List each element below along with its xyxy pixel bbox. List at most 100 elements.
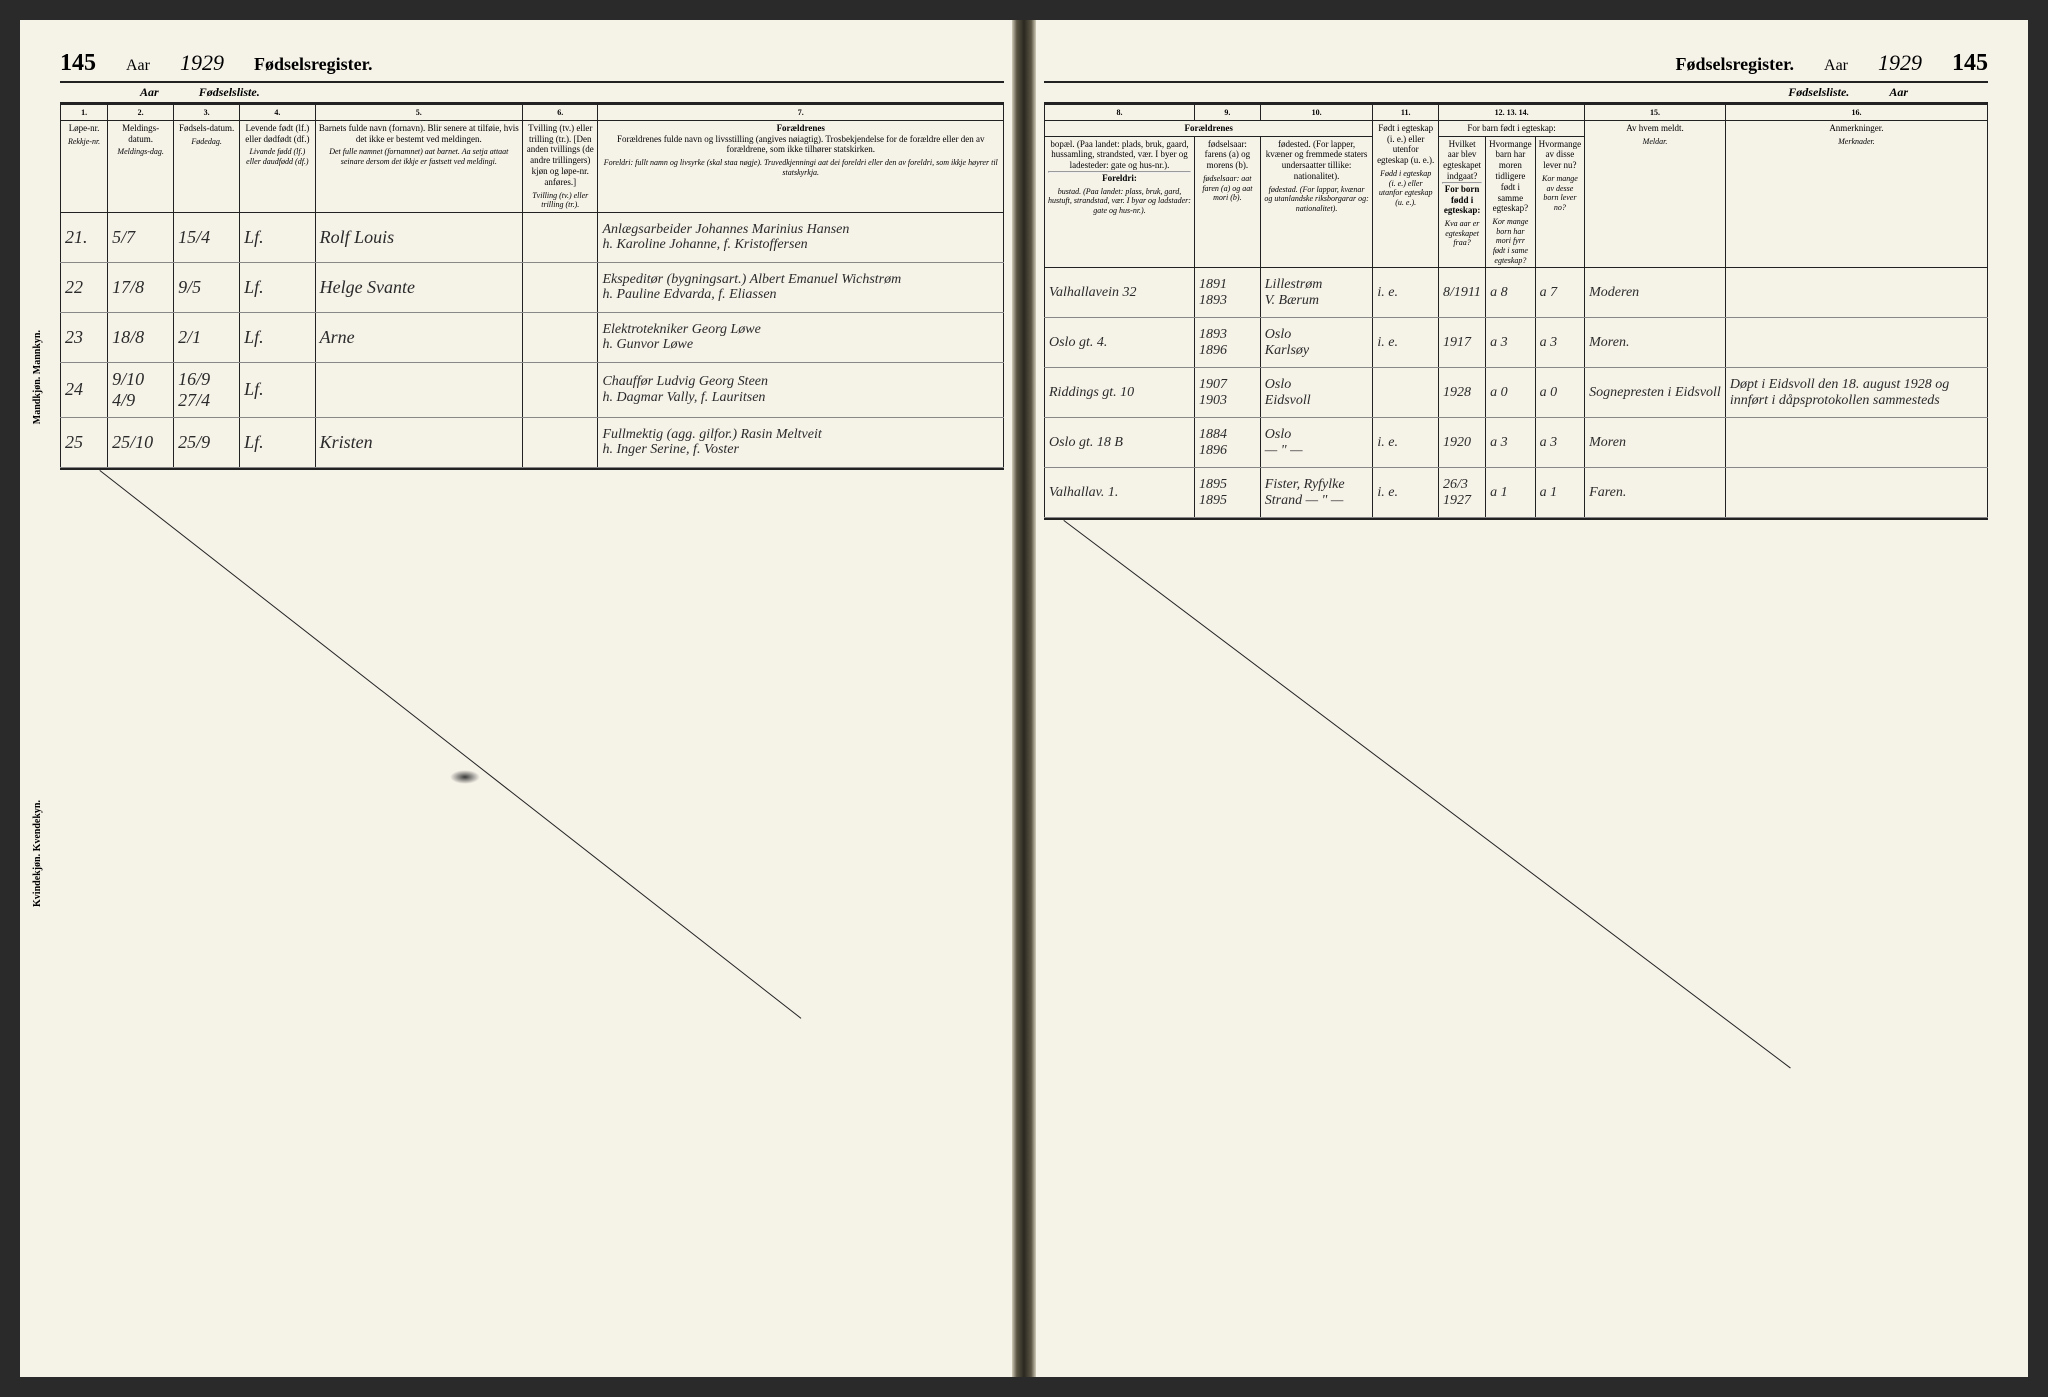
cell-nr: 21.: [61, 212, 108, 262]
cell-foreldre: Ekspeditør (bygningsart.) Albert Emanuel…: [598, 262, 1004, 312]
register-table-left: 1. 2. 3. 4. 5. 6. 7. Løpe-nr.Rekkje-nr. …: [60, 104, 1004, 468]
cell-aar: 19071903: [1195, 368, 1261, 418]
cell-foreldre: Chauffør Ludvig Georg Steenh. Dagmar Val…: [598, 362, 1004, 417]
right-page-header: Fødselsregister. Aar 1929 145: [1044, 50, 1988, 83]
cell-tvilling: [523, 362, 598, 417]
cell-lf: Lf.: [240, 262, 315, 312]
col10a-s: fødselsaar: aat faren (a) og aat mori (b…: [1198, 174, 1257, 203]
table-row: 24 9/10 4/9 16/9 27/4 Lf. Chauffør Ludvi…: [61, 362, 1004, 417]
cell-aar: 18841896: [1195, 418, 1261, 468]
col10a-h: fødselsaar: farens (a) og morens (b).: [1205, 139, 1250, 171]
cell-fod: 9/5: [174, 262, 240, 312]
sub-title-left: Fødselsliste.: [199, 85, 260, 100]
empty-section-right: [1044, 518, 1988, 1218]
col12-h: Hvilket aar blev egteskapet indgaat?: [1443, 139, 1481, 181]
cell-meld: 5/7: [108, 212, 174, 262]
cell-navn: Kristen: [315, 417, 522, 467]
cell-b2: a 1: [1535, 468, 1585, 518]
cell-nr: 25: [61, 417, 108, 467]
year-label-r: Aar: [1824, 57, 1848, 75]
page-number-right: 145: [1952, 50, 1988, 77]
cell-fod: 2/1: [174, 312, 240, 362]
cell-ie: i. e.: [1373, 418, 1439, 468]
col6-h: Tvilling (tv.) eller trilling (tr.). [De…: [527, 123, 594, 187]
foraeldrenes-group: Forældrenes: [1185, 123, 1233, 133]
side-label-male: Mandkjøn. Mannkyn.: [32, 330, 43, 424]
cell-bopel: Oslo gt. 4.: [1045, 318, 1195, 368]
cell-lf: Lf.: [240, 212, 315, 262]
cell-anm: [1725, 268, 1987, 318]
col10b-h: fødested. (For lapper, kvæner og fremmed…: [1266, 139, 1368, 181]
right-sub-header: Fødselsliste. Aar: [1044, 85, 1988, 104]
left-page-header: 145 Aar 1929 Fødselsregister.: [60, 50, 1004, 83]
cell-nr: 23: [61, 312, 108, 362]
col2-num: 2.: [138, 108, 144, 117]
table-row: Riddings gt. 10 19071903 OsloEidsvoll 19…: [1045, 368, 1988, 418]
cell-bopel: Riddings gt. 10: [1045, 368, 1195, 418]
col5-num: 5.: [416, 108, 422, 117]
cell-egt: 8/1911: [1439, 268, 1486, 318]
col12-14-group: For barn født i egteskap:: [1467, 123, 1555, 133]
year-value-right: 1929: [1878, 50, 1922, 76]
col1-s: Rekkje-nr.: [64, 137, 104, 147]
cell-bopel: Valhallav. 1.: [1045, 468, 1195, 518]
year-value-left: 1929: [180, 50, 224, 76]
cell-ie: i. e.: [1373, 468, 1439, 518]
cell-tvilling: [523, 312, 598, 362]
cell-anm: [1725, 468, 1987, 518]
cell-sted: Oslo— " —: [1260, 418, 1373, 468]
cell-aar: 18951895: [1195, 468, 1261, 518]
strike-line-right: [1063, 520, 1790, 1068]
col3-h: Fødsels-datum.: [179, 123, 234, 133]
left-page: Mandkjøn. Mannkyn. Kvindekjøn. Kvendekyn…: [20, 20, 1024, 1377]
cell-egt: 1928: [1439, 368, 1486, 418]
col8-s: bustad. (Paa landet: plass, bruk, gard, …: [1048, 187, 1191, 216]
col7-title: Forældrenes: [777, 123, 825, 133]
cell-ie: i. e.: [1373, 268, 1439, 318]
col16-h: Anmerkninger.: [1829, 123, 1883, 133]
col1-num: 1.: [81, 108, 87, 117]
cell-sted: OsloEidsvoll: [1260, 368, 1373, 418]
col12-s: Kva aar er egteskapet fraa?: [1442, 219, 1482, 248]
empty-section-left: [60, 468, 1004, 1168]
col16-num: 16.: [1851, 108, 1861, 117]
cell-fod: 16/9 27/4: [174, 362, 240, 417]
cell-aar: 18911893: [1195, 268, 1261, 318]
col6-s: Tvilling (tv.) eller trilling (tr.).: [526, 191, 594, 210]
cell-b2: a 0: [1535, 368, 1585, 418]
sub-title-right: Fødselsliste.: [1788, 85, 1849, 100]
cell-meld: 17/8: [108, 262, 174, 312]
cell-meldt: Moren: [1585, 418, 1726, 468]
cell-navn: [315, 362, 522, 417]
cell-foreldre: Anlægsarbeider Johannes Marinius Hansenh…: [598, 212, 1004, 262]
cell-egt: 26/3 1927: [1439, 468, 1486, 518]
table-row: 22 17/8 9/5 Lf. Helge Svante Ekspeditør …: [61, 262, 1004, 312]
col9-num: 9.: [1224, 108, 1230, 117]
col5-h: Barnets fulde navn (fornavn). Blir sener…: [319, 123, 519, 144]
col10b-s: fødestad. (For lappar, kvænar og utanlan…: [1264, 185, 1370, 214]
table-row: 25 25/10 25/9 Lf. Kristen Fullmektig (ag…: [61, 417, 1004, 467]
col5-s: Det fulle namnet (fornamnet) aat barnet.…: [319, 147, 519, 166]
col8-num: 8.: [1117, 108, 1123, 117]
col6-num: 6.: [557, 108, 563, 117]
col10-num: 10.: [1312, 108, 1322, 117]
cell-lf: Lf.: [240, 312, 315, 362]
col14-h: Hvormange av disse lever nu?: [1539, 139, 1582, 171]
table-row: 21. 5/7 15/4 Lf. Rolf Louis Anlægsarbeid…: [61, 212, 1004, 262]
cell-ie: [1373, 368, 1439, 418]
right-page: Fødselsregister. Aar 1929 145 Fødselslis…: [1024, 20, 2028, 1377]
register-table-right: 8. 9. 10. 11. 12. 13. 14. 15. 16. Foræld…: [1044, 104, 1988, 518]
col11-num: 11.: [1401, 108, 1411, 117]
cell-tvilling: [523, 212, 598, 262]
register-title-right: Fødselsregister.: [1676, 54, 1795, 75]
col16-s: Merknader.: [1729, 137, 1984, 147]
cell-lf: Lf.: [240, 362, 315, 417]
col13-h: Hvormange barn har moren tidligere født …: [1489, 139, 1532, 214]
cell-fod: 15/4: [174, 212, 240, 262]
book-spine: [1012, 20, 1036, 1377]
col15-s: Meldar.: [1588, 137, 1722, 147]
col4-h: Levende født (lf.) eller dødfødt (df.): [245, 123, 309, 144]
col4-num: 4.: [274, 108, 280, 117]
cell-ie: i. e.: [1373, 318, 1439, 368]
cell-meldt: Moren.: [1585, 318, 1726, 368]
